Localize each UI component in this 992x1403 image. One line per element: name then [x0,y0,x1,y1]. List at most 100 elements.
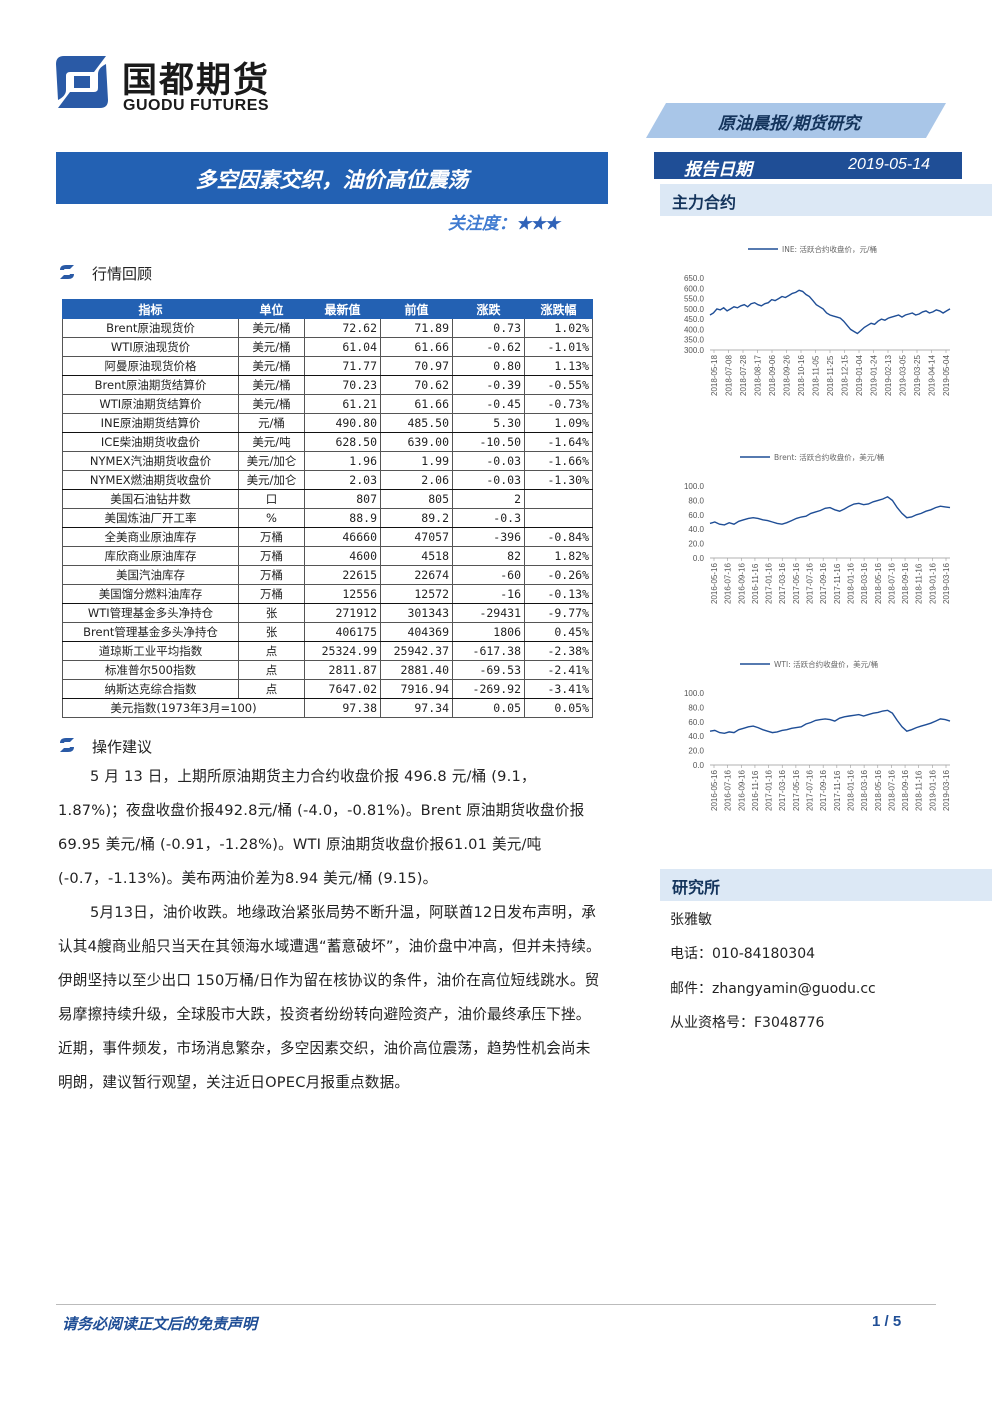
x-tick-label: 2017-01-16 [765,770,774,811]
cell-indicator: INE原油期货结算价 [62,413,239,433]
x-tick-label: 2018-10-16 [797,355,806,396]
section-market-title: 行情回顾 [92,265,153,283]
x-tick-label: 2018-01-16 [846,563,855,604]
cell-pct: -1.01% [524,337,593,357]
col-header-prev: 前值 [380,299,453,319]
cell-pct [524,508,593,528]
table-row: 阿曼原油现货价格 美元/桶 71.77 70.97 0.80 1.13% [62,356,593,376]
cell-indicator: Brent原油期货结算价 [62,375,239,395]
y-tick-label: 0.0 [693,554,705,563]
x-tick-label: 2017-03-16 [778,563,787,604]
table-row: ICE柴油期货收盘价 美元/吨 628.50 639.00 -10.50 -1.64% [62,432,593,452]
cell-unit: 美元/桶 [238,356,305,376]
cell-prev: 7916.94 [380,679,453,699]
y-tick-label: 100.0 [684,482,705,491]
legend-label: INE: 活跃合约收盘价，元/桶 [782,244,877,254]
x-tick-label: 2019-03-16 [942,770,951,811]
x-tick-label: 2019-03-16 [942,563,951,604]
cell-indicator: ICE柴油期货收盘价 [62,432,239,452]
x-tick-label: 2018-11-25 [826,355,835,396]
y-tick-label: 600.0 [684,284,705,293]
x-tick-label: 2017-07-16 [806,563,815,604]
table-row: Brent原油期货结算价 美元/桶 70.23 70.62 -0.39 -0.55% [62,375,593,395]
legend-label: WTI: 活跃合约收盘价，美元/桶 [774,659,878,669]
x-tick-label: 2019-01-16 [928,563,937,604]
analyst-phone: 电话：010-84180304 [670,946,816,962]
chart-brent: Brent: 活跃合约收盘价，美元/桶 100.0 80.0 60.0 40.0 20.0… [660,448,960,628]
x-tick-label: 2018-09-06 [768,355,777,396]
x-tick-label: 2016-05-16 [710,563,719,604]
cell-prev: 22674 [380,565,453,585]
analyst-email[interactable]: 邮件：zhangyamin@guodu.cc [670,981,876,997]
cell-change: -0.03 [452,470,525,490]
col-header-unit: 单位 [238,299,305,319]
cell-prev: 2.06 [380,470,453,490]
y-tick-label: 80.0 [688,496,704,505]
cell-change: 1806 [452,622,525,642]
x-tick-label: 2018-11-16 [915,770,924,811]
x-tick-label: 2018-05-16 [874,563,883,604]
cell-prev: 89.2 [380,508,453,528]
cell-indicator: 标准普尔500指数 [62,660,239,680]
research-head: 研究所 [660,869,992,901]
cell-latest: 807 [304,489,381,509]
cell-label: 美元指数(1973年3月=100) [62,698,305,718]
x-tick-label: 2016-09-16 [737,770,746,811]
cell-unit: 元/桶 [238,413,305,433]
cell-latest: 271912 [304,603,381,623]
cell-latest: 12556 [304,584,381,604]
report-date-bar: 报告日期 2019-05-14 [654,152,962,180]
table-row: 美国炼油厂开工率% 88.9 89.2 -0.3 [62,508,593,528]
y-tick-label: 350.0 [684,336,705,345]
section-swirl-icon [60,265,74,279]
cell-unit: 万桶 [238,527,305,547]
chart-legend: WTI: 活跃合约收盘价，美元/桶 [740,659,878,669]
cell-pct: 1.02% [524,318,593,338]
cell-change: -0.03 [452,451,525,471]
cell-pct: 1.09% [524,413,593,433]
cell-indicator: Brent管理基金多头净持仓 [62,622,239,642]
cell-latest: 46660 [304,527,381,547]
cell-latest: 628.50 [304,432,381,452]
x-tick-label: 2017-07-16 [806,770,815,811]
cell-change: -0.3 [452,508,525,528]
brand-name-en: GUODU FUTURES [123,97,270,114]
cell-indicator: WTI原油期货结算价 [62,394,239,414]
cell-indicator: Brent原油现货价 [62,318,239,338]
analyst-license: 从业资格号：F3048776 [670,1015,825,1031]
x-tick-label: 2017-03-16 [778,770,787,811]
y-tick-label: 20.0 [688,540,704,549]
advice-paragraph-1: 5 月 13 日，上期所原油期货主力合约收盘价报 496.8 元/桶 (9.1，… [58,768,585,887]
cell-latest: 406175 [304,622,381,642]
cell-unit: 美元/加仑 [238,470,305,490]
cell-change: -0.62 [452,337,525,357]
cell-indicator: 阿曼原油现货价格 [62,356,239,376]
cell-change: -617.38 [452,641,525,661]
x-tick-label: 2019-05-04 [942,355,951,396]
x-tick-label: 2017-05-16 [792,770,801,811]
x-tick-label: 2016-11-16 [751,770,760,811]
x-tick-label: 2018-11-05 [812,355,821,396]
cell-latest: 25324.99 [304,641,381,661]
y-tick-label: 40.0 [688,732,704,741]
cell-change: -269.92 [452,679,525,699]
section-advice-title: 操作建议 [92,738,153,756]
x-tick-label: 2018-09-26 [783,355,792,396]
cell-pct: -2.41% [524,660,593,680]
cell-prev: 47057 [380,527,453,547]
x-tick-label: 2017-09-16 [819,563,828,604]
page-number: 1 / 5 [872,1313,902,1330]
x-tick-label: 2019-01-24 [870,355,879,396]
x-tick-label: 2018-07-16 [887,770,896,811]
col-header-latest: 最新值 [304,299,381,319]
cell-pct: -0.73% [524,394,593,414]
cell-latest: 70.23 [304,375,381,395]
cell-unit: 美元/加仑 [238,451,305,471]
y-tick-label: 20.0 [688,747,704,756]
table-row: 库欣商业原油库存 万桶 4600 4518 82 1.82% [62,546,593,566]
x-tick-label: 2016-07-16 [724,563,733,604]
main-contract-label: 主力合约 [672,193,737,212]
x-tick-label: 2018-09-16 [901,770,910,811]
cell-latest: 61.04 [304,337,381,357]
cell-indicator: 道琼斯工业平均指数 [62,641,239,661]
